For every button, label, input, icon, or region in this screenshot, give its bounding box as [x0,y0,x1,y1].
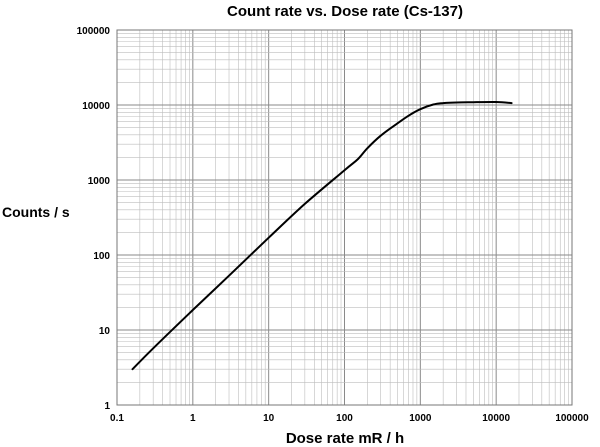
x-tick-label: 1 [190,413,196,424]
count-rate-line [131,100,513,371]
chart-title: Count rate vs. Dose rate (Cs-137) [227,3,463,20]
x-axis-label: Dose rate mR / h [286,430,404,447]
x-tick-label: 1000 [409,413,432,424]
x-tick-label: 100 [336,413,353,424]
x-tick-label: 0.1 [110,413,124,424]
x-tick-label: 10 [263,413,275,424]
y-tick-label: 10 [99,326,111,337]
plot-frame [116,29,573,406]
y-axis-label: Counts / s [2,204,70,220]
y-tick-label: 100000 [77,26,111,37]
x-tick-label: 10000 [482,413,510,424]
y-tick-label: 10000 [82,101,110,112]
y-tick-label: 100 [93,251,110,262]
x-tick-label: 100000 [555,413,589,424]
tick-labels: 0.1 1 10 100 1000 10000 1000001101001000100001… [77,26,589,424]
y-tick-label: 1000 [88,176,111,187]
grid [116,30,572,406]
y-tick-label: 1 [104,401,110,412]
